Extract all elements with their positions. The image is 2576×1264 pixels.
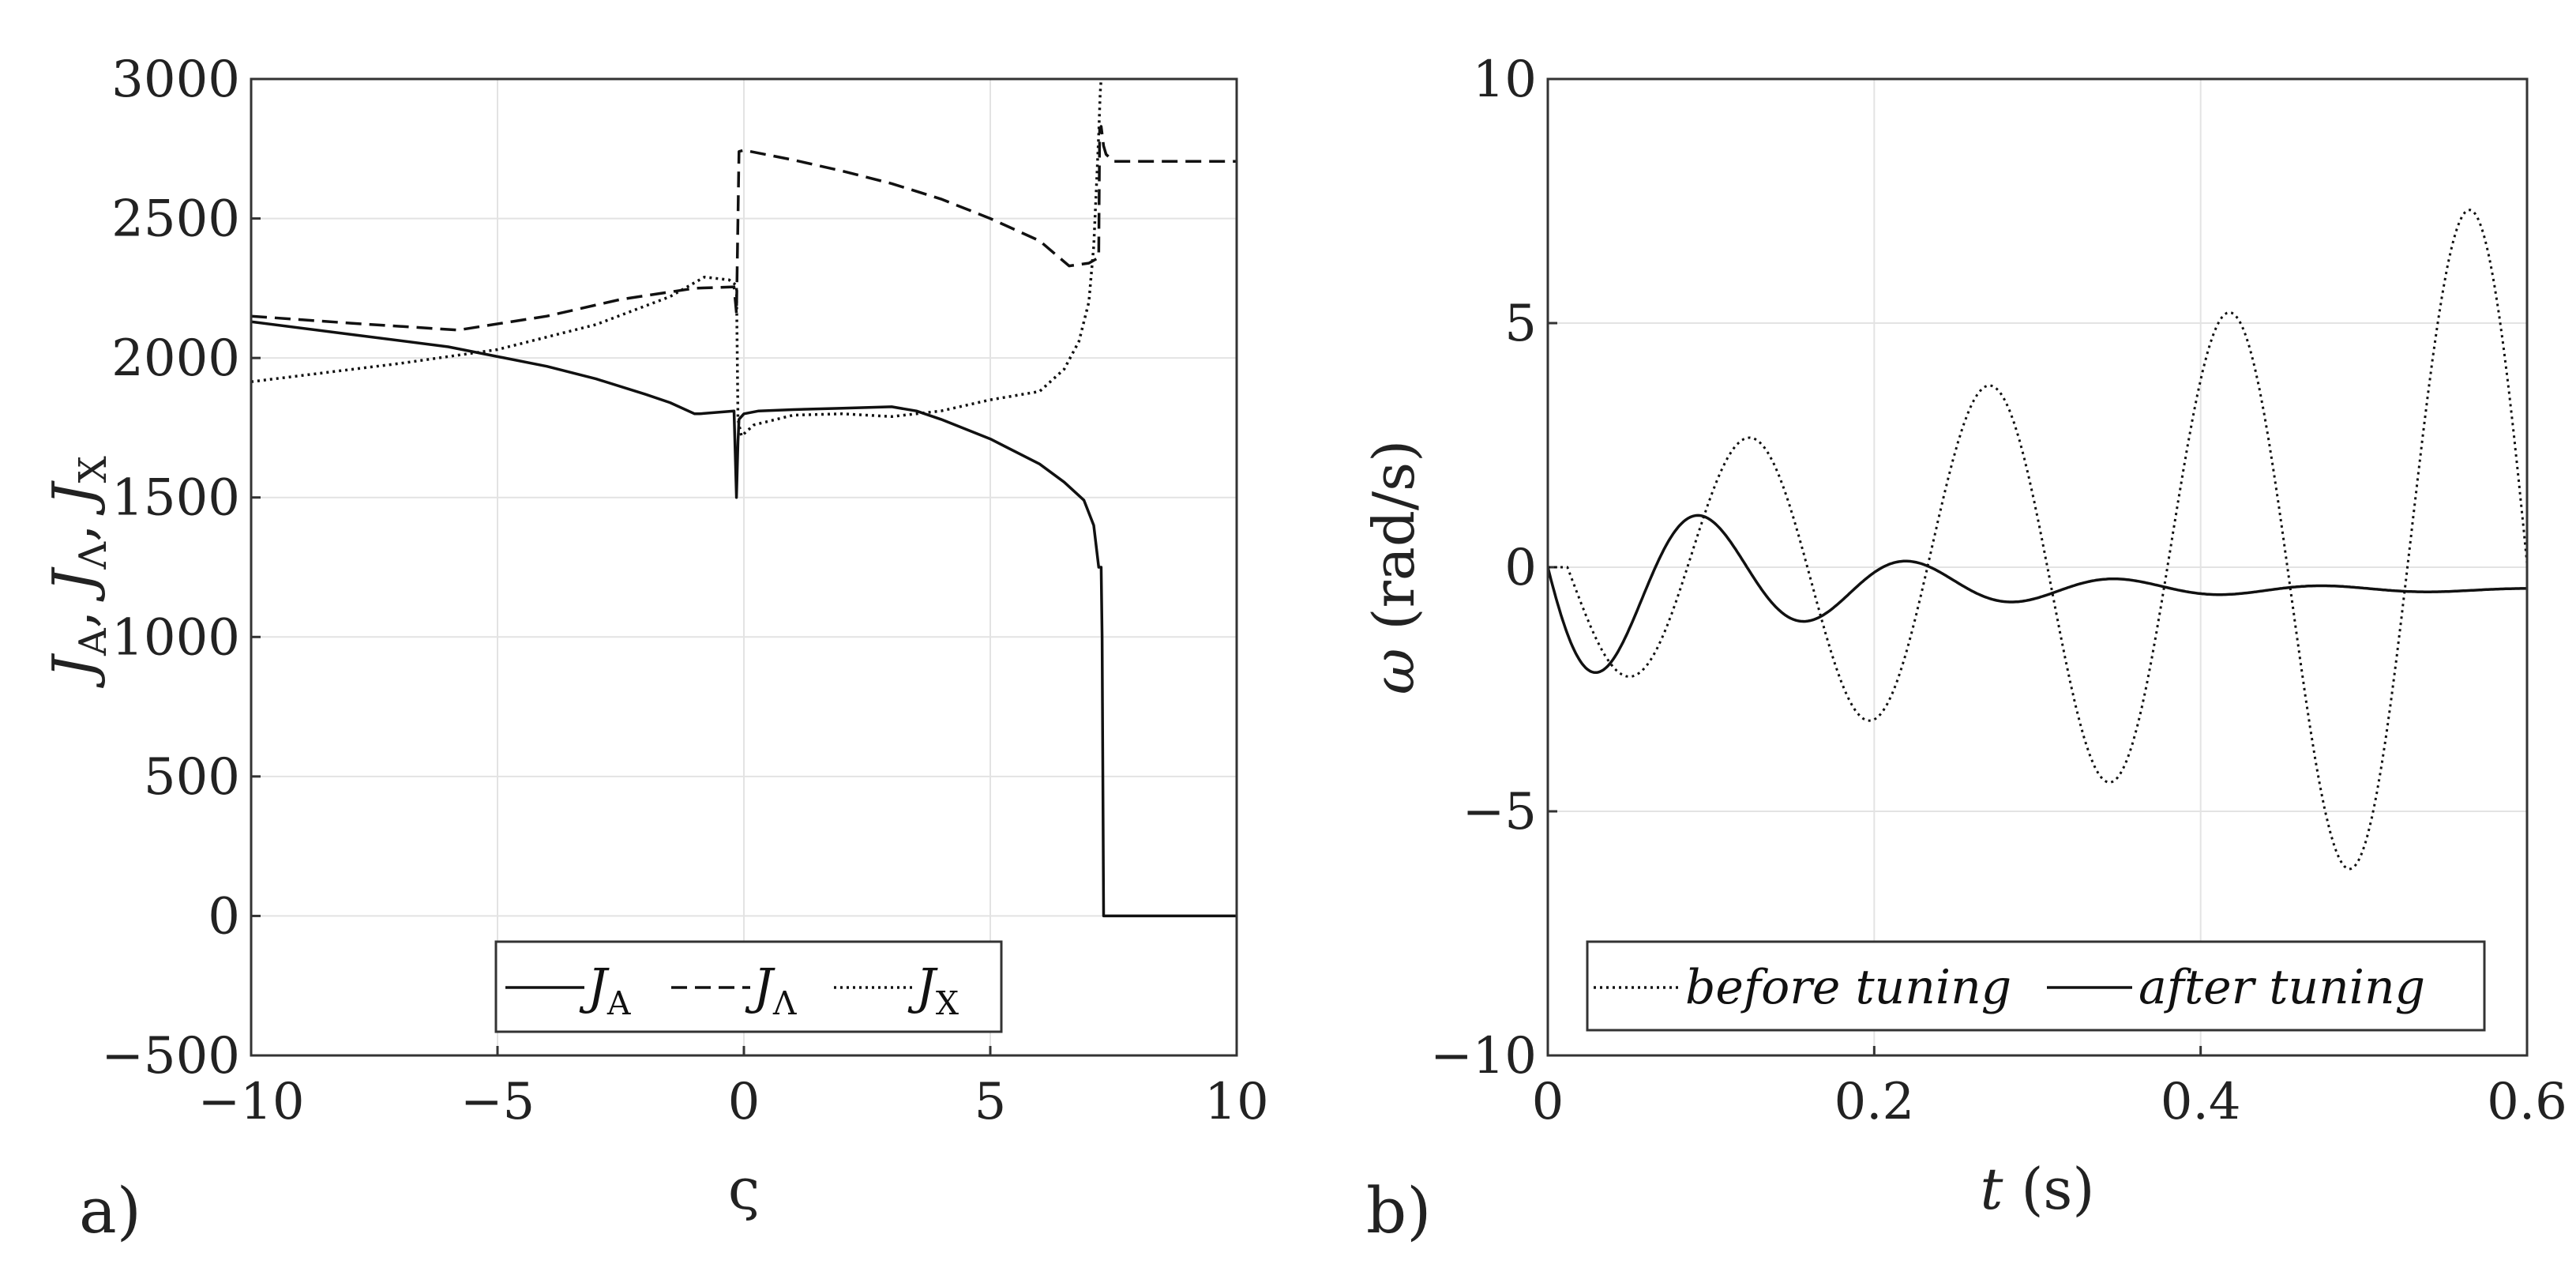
y-tick-label: 1000: [111, 608, 240, 667]
y-tick-label: 10: [1473, 51, 1537, 109]
series-line-after-tuning: [1548, 514, 2527, 675]
x-tick-label: −5: [460, 1073, 535, 1131]
y-tick-label: 2000: [111, 329, 240, 388]
panel-label-a: a): [79, 1174, 141, 1247]
y-tick-label: 0: [1504, 539, 1537, 597]
series-line-J_X: [251, 79, 1103, 438]
series-line-J_A: [251, 320, 1237, 918]
y-axis-label: ω (rad/s): [1361, 440, 1427, 694]
legend-label-after-tuning: after tuning: [2139, 960, 2425, 1015]
x-tick-label: 5: [974, 1073, 1007, 1131]
y-tick-label: 500: [144, 748, 240, 807]
y-tick-label: 0: [208, 887, 240, 946]
series-line-J_Λ: [251, 125, 1237, 332]
legend-box: [1586, 940, 2486, 1032]
y-tick-label: 1500: [111, 469, 240, 528]
y-tick-label: 5: [1504, 295, 1537, 353]
x-tick-label: 0.4: [2161, 1073, 2241, 1131]
y-tick-label: −5: [1463, 783, 1537, 841]
x-tick-label: 0: [728, 1073, 760, 1131]
legend-label-before-tuning: before tuning: [1685, 960, 2011, 1015]
y-tick-label: −500: [101, 1027, 240, 1085]
x-axis-label: ς: [728, 1156, 760, 1222]
panel-label-b: b): [1366, 1174, 1431, 1247]
x-tick-label: 0: [1532, 1073, 1564, 1131]
x-tick-label: 0.2: [1834, 1073, 1914, 1131]
y-tick-label: 3000: [111, 51, 240, 109]
plot-frame: [250, 77, 1238, 1057]
y-tick-label: 2500: [111, 190, 240, 249]
x-tick-label: 10: [1204, 1073, 1268, 1131]
plot-frame: [1546, 77, 2529, 1057]
x-tick-label: 0.6: [2487, 1073, 2567, 1131]
x-tick-label: −10: [197, 1073, 304, 1131]
y-axis-label: JA, JΛ, JX: [40, 456, 115, 689]
y-tick-label: −10: [1430, 1027, 1537, 1085]
panel-b: 0 0.2 0.4 0.6 −10 −5 0 5 10 before tuning after tu…: [1361, 51, 2567, 1247]
x-axis-label: t (s): [1981, 1156, 2095, 1222]
series-line-before-tuning: [1548, 209, 2527, 871]
